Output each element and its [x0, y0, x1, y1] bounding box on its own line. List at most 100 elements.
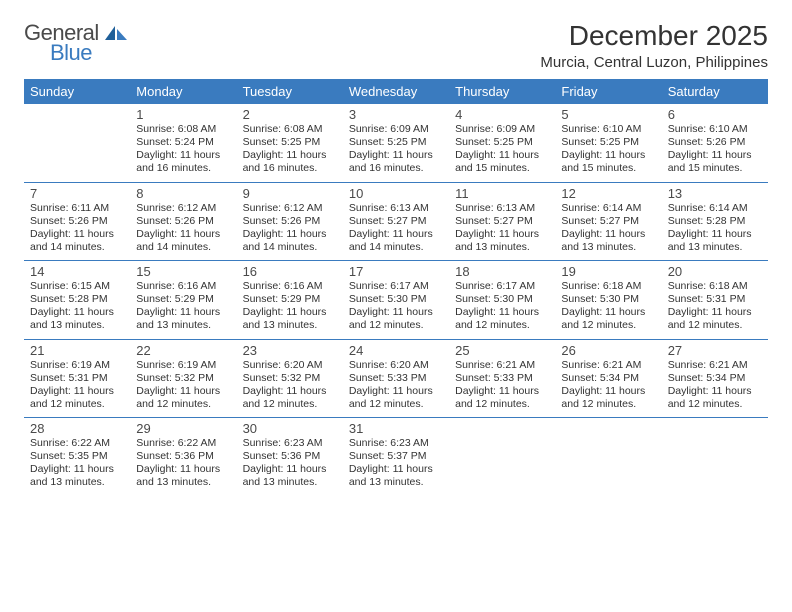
calendar-cell: 31Sunrise: 6:23 AMSunset: 5:37 PMDayligh…	[343, 418, 449, 496]
day-number: 16	[243, 264, 337, 279]
day-number: 22	[136, 343, 230, 358]
calendar-cell: 26Sunrise: 6:21 AMSunset: 5:34 PMDayligh…	[555, 339, 661, 418]
calendar-cell: 12Sunrise: 6:14 AMSunset: 5:27 PMDayligh…	[555, 182, 661, 261]
calendar-cell: 6Sunrise: 6:10 AMSunset: 5:26 PMDaylight…	[662, 104, 768, 182]
day-number: 30	[243, 421, 337, 436]
day-info: Sunrise: 6:17 AMSunset: 5:30 PMDaylight:…	[349, 280, 443, 333]
day-number: 31	[349, 421, 443, 436]
day-info: Sunrise: 6:23 AMSunset: 5:36 PMDaylight:…	[243, 437, 337, 490]
day-number: 28	[30, 421, 124, 436]
calendar-cell: 17Sunrise: 6:17 AMSunset: 5:30 PMDayligh…	[343, 261, 449, 340]
day-number: 6	[668, 107, 762, 122]
day-info: Sunrise: 6:21 AMSunset: 5:33 PMDaylight:…	[455, 359, 549, 412]
day-number: 12	[561, 186, 655, 201]
day-info: Sunrise: 6:12 AMSunset: 5:26 PMDaylight:…	[243, 202, 337, 255]
day-info: Sunrise: 6:14 AMSunset: 5:27 PMDaylight:…	[561, 202, 655, 255]
day-info: Sunrise: 6:12 AMSunset: 5:26 PMDaylight:…	[136, 202, 230, 255]
day-info: Sunrise: 6:21 AMSunset: 5:34 PMDaylight:…	[668, 359, 762, 412]
calendar-cell: 16Sunrise: 6:16 AMSunset: 5:29 PMDayligh…	[237, 261, 343, 340]
calendar-cell: 27Sunrise: 6:21 AMSunset: 5:34 PMDayligh…	[662, 339, 768, 418]
day-number: 27	[668, 343, 762, 358]
weekday-header: Wednesday	[343, 79, 449, 104]
sail-icon	[105, 27, 127, 44]
month-title: December 2025	[540, 20, 768, 52]
day-number: 1	[136, 107, 230, 122]
day-number: 13	[668, 186, 762, 201]
calendar-cell: 23Sunrise: 6:20 AMSunset: 5:32 PMDayligh…	[237, 339, 343, 418]
weekday-header: Friday	[555, 79, 661, 104]
calendar-cell	[449, 418, 555, 496]
calendar-cell	[555, 418, 661, 496]
day-number: 20	[668, 264, 762, 279]
calendar-cell: 18Sunrise: 6:17 AMSunset: 5:30 PMDayligh…	[449, 261, 555, 340]
calendar-cell: 8Sunrise: 6:12 AMSunset: 5:26 PMDaylight…	[130, 182, 236, 261]
day-number: 21	[30, 343, 124, 358]
header: General Blue December 2025 Murcia, Centr…	[24, 20, 768, 71]
calendar-row: 14Sunrise: 6:15 AMSunset: 5:28 PMDayligh…	[24, 261, 768, 340]
day-info: Sunrise: 6:08 AMSunset: 5:24 PMDaylight:…	[136, 123, 230, 176]
calendar-cell: 3Sunrise: 6:09 AMSunset: 5:25 PMDaylight…	[343, 104, 449, 182]
calendar-cell: 9Sunrise: 6:12 AMSunset: 5:26 PMDaylight…	[237, 182, 343, 261]
day-info: Sunrise: 6:10 AMSunset: 5:25 PMDaylight:…	[561, 123, 655, 176]
day-number: 9	[243, 186, 337, 201]
day-info: Sunrise: 6:23 AMSunset: 5:37 PMDaylight:…	[349, 437, 443, 490]
logo: General Blue	[24, 20, 127, 66]
calendar-cell: 11Sunrise: 6:13 AMSunset: 5:27 PMDayligh…	[449, 182, 555, 261]
calendar-cell	[662, 418, 768, 496]
calendar-page: General Blue December 2025 Murcia, Centr…	[0, 0, 792, 516]
day-number: 26	[561, 343, 655, 358]
day-info: Sunrise: 6:09 AMSunset: 5:25 PMDaylight:…	[349, 123, 443, 176]
day-info: Sunrise: 6:13 AMSunset: 5:27 PMDaylight:…	[349, 202, 443, 255]
day-info: Sunrise: 6:09 AMSunset: 5:25 PMDaylight:…	[455, 123, 549, 176]
calendar-cell: 15Sunrise: 6:16 AMSunset: 5:29 PMDayligh…	[130, 261, 236, 340]
day-number: 4	[455, 107, 549, 122]
day-info: Sunrise: 6:10 AMSunset: 5:26 PMDaylight:…	[668, 123, 762, 176]
day-info: Sunrise: 6:15 AMSunset: 5:28 PMDaylight:…	[30, 280, 124, 333]
calendar-cell: 29Sunrise: 6:22 AMSunset: 5:36 PMDayligh…	[130, 418, 236, 496]
calendar-cell: 13Sunrise: 6:14 AMSunset: 5:28 PMDayligh…	[662, 182, 768, 261]
day-info: Sunrise: 6:19 AMSunset: 5:32 PMDaylight:…	[136, 359, 230, 412]
day-number: 17	[349, 264, 443, 279]
day-number: 3	[349, 107, 443, 122]
weekday-header: Tuesday	[237, 79, 343, 104]
day-number: 10	[349, 186, 443, 201]
day-number: 25	[455, 343, 549, 358]
day-info: Sunrise: 6:17 AMSunset: 5:30 PMDaylight:…	[455, 280, 549, 333]
calendar-cell: 14Sunrise: 6:15 AMSunset: 5:28 PMDayligh…	[24, 261, 130, 340]
day-number: 2	[243, 107, 337, 122]
logo-stack: General Blue	[24, 20, 127, 66]
weekday-header: Thursday	[449, 79, 555, 104]
calendar-cell: 28Sunrise: 6:22 AMSunset: 5:35 PMDayligh…	[24, 418, 130, 496]
calendar-cell: 5Sunrise: 6:10 AMSunset: 5:25 PMDaylight…	[555, 104, 661, 182]
day-info: Sunrise: 6:19 AMSunset: 5:31 PMDaylight:…	[30, 359, 124, 412]
calendar-cell: 20Sunrise: 6:18 AMSunset: 5:31 PMDayligh…	[662, 261, 768, 340]
day-info: Sunrise: 6:16 AMSunset: 5:29 PMDaylight:…	[136, 280, 230, 333]
day-number: 7	[30, 186, 124, 201]
calendar-cell: 22Sunrise: 6:19 AMSunset: 5:32 PMDayligh…	[130, 339, 236, 418]
day-info: Sunrise: 6:14 AMSunset: 5:28 PMDaylight:…	[668, 202, 762, 255]
calendar-cell: 4Sunrise: 6:09 AMSunset: 5:25 PMDaylight…	[449, 104, 555, 182]
day-number: 24	[349, 343, 443, 358]
calendar-cell	[24, 104, 130, 182]
day-info: Sunrise: 6:20 AMSunset: 5:32 PMDaylight:…	[243, 359, 337, 412]
calendar-cell: 2Sunrise: 6:08 AMSunset: 5:25 PMDaylight…	[237, 104, 343, 182]
day-info: Sunrise: 6:11 AMSunset: 5:26 PMDaylight:…	[30, 202, 124, 255]
calendar-cell: 24Sunrise: 6:20 AMSunset: 5:33 PMDayligh…	[343, 339, 449, 418]
weekday-header-row: Sunday Monday Tuesday Wednesday Thursday…	[24, 79, 768, 104]
day-info: Sunrise: 6:22 AMSunset: 5:35 PMDaylight:…	[30, 437, 124, 490]
title-block: December 2025 Murcia, Central Luzon, Phi…	[540, 20, 768, 71]
day-number: 23	[243, 343, 337, 358]
day-info: Sunrise: 6:18 AMSunset: 5:31 PMDaylight:…	[668, 280, 762, 333]
calendar-cell: 7Sunrise: 6:11 AMSunset: 5:26 PMDaylight…	[24, 182, 130, 261]
calendar-cell: 30Sunrise: 6:23 AMSunset: 5:36 PMDayligh…	[237, 418, 343, 496]
calendar-row: 7Sunrise: 6:11 AMSunset: 5:26 PMDaylight…	[24, 182, 768, 261]
weekday-header: Sunday	[24, 79, 130, 104]
weekday-header: Saturday	[662, 79, 768, 104]
calendar-row: 28Sunrise: 6:22 AMSunset: 5:35 PMDayligh…	[24, 418, 768, 496]
day-info: Sunrise: 6:21 AMSunset: 5:34 PMDaylight:…	[561, 359, 655, 412]
day-info: Sunrise: 6:20 AMSunset: 5:33 PMDaylight:…	[349, 359, 443, 412]
calendar-cell: 10Sunrise: 6:13 AMSunset: 5:27 PMDayligh…	[343, 182, 449, 261]
day-info: Sunrise: 6:08 AMSunset: 5:25 PMDaylight:…	[243, 123, 337, 176]
calendar-table: Sunday Monday Tuesday Wednesday Thursday…	[24, 79, 768, 496]
day-info: Sunrise: 6:16 AMSunset: 5:29 PMDaylight:…	[243, 280, 337, 333]
